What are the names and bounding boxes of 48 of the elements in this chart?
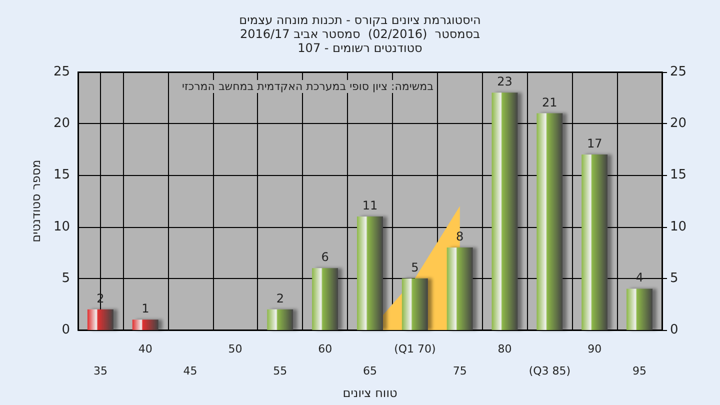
bar: [132, 320, 158, 330]
x-tick-label: 95: [632, 364, 647, 378]
x-tick-label: (Q3 85): [528, 364, 571, 378]
x-axis-title: טווח ציונים: [342, 386, 398, 400]
y-tick-label: 5: [62, 270, 70, 286]
chart-title: היסטוגרמת ציונים בקורס - תכנות מונחה עצמים: [239, 13, 481, 27]
x-tick-label: 45: [183, 364, 198, 378]
data-label: 2: [276, 291, 284, 306]
bar: [267, 309, 294, 330]
y2-tick-label: 20: [670, 116, 687, 132]
x-tick-label: 80: [498, 342, 512, 356]
bar: [536, 113, 563, 330]
y-tick-label: 20: [53, 116, 70, 132]
x-tick-label: 75: [452, 364, 467, 378]
y2-tick-label: 15: [670, 168, 687, 183]
y2-tick-label: 0: [670, 322, 678, 338]
data-label: 8: [456, 229, 464, 244]
y-tick-label: 25: [53, 64, 70, 80]
y2-tick-label: 10: [670, 219, 687, 234]
y-tick-label: 10: [53, 219, 70, 234]
x-tick-label: (Q1 70): [394, 342, 436, 356]
x-tick-label: 35: [93, 364, 108, 378]
data-label: 11: [362, 198, 378, 212]
data-label: 5: [411, 260, 419, 274]
x-tick-label: 90: [588, 342, 602, 356]
y-tick-label: 15: [53, 168, 70, 183]
y-tick-label: 0: [62, 322, 70, 338]
annotation: במשימה: ציון סופי במערכת האקדמית במחשב המרכזי: [182, 80, 434, 93]
bar: [402, 278, 428, 330]
y2-tick-label: 25: [670, 64, 687, 80]
data-label: 17: [586, 136, 602, 151]
x-tick-label: 55: [273, 364, 288, 378]
x-tick-label: 60: [318, 342, 332, 356]
x-tick-label: 50: [228, 342, 242, 356]
x-tick-label: 40: [138, 342, 152, 356]
bar: [626, 288, 653, 330]
x-tick-label: 65: [363, 364, 377, 378]
y2-tick-label: 5: [670, 270, 678, 286]
data-label: 6: [321, 250, 329, 264]
chart-subtitle: בסמסטר (02/2016) סמסטר אביב 2016/17 סטודנטים רשומים - 107: [240, 27, 480, 55]
data-label: 21: [542, 95, 558, 110]
data-label: 23: [497, 74, 512, 89]
data-label: 1: [142, 302, 150, 316]
y-axis-title: מספר סטודנטים: [29, 160, 43, 242]
bar: [582, 154, 608, 330]
bar: [87, 309, 114, 330]
bar: [492, 92, 518, 330]
bar: [312, 268, 338, 330]
